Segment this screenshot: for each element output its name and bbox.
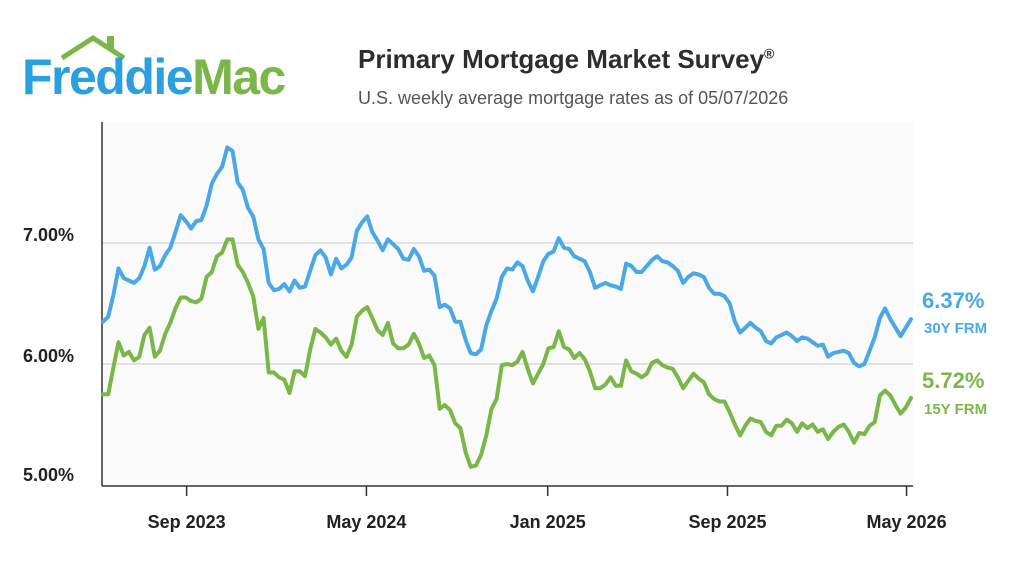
chart-subtitle: U.S. weekly average mortgage rates as of… [358,88,789,108]
x-tick-label: Sep 2025 [688,512,766,532]
logo-mac: Mac [192,49,286,105]
series-line-15y-frm [101,237,913,469]
x-tick-label: Jan 2025 [510,512,586,532]
house-roof-icon [60,35,126,60]
series-name-label: 15Y FRM [924,401,987,418]
chart-title-text: Primary Mortgage Market Survey [358,44,765,74]
series-name-label: 30Y FRM [924,320,987,337]
x-tick-label: May 2026 [867,512,947,532]
y-tick-label: 6.00% [23,346,74,366]
y-tick-label: 5.00% [23,465,74,485]
registered-mark: ® [764,45,775,62]
series-end-value: 5.72% [922,368,984,393]
x-tick-label: Sep 2023 [148,512,226,532]
series-line-30y-frm [101,145,913,369]
y-tick-label: 7.00% [23,225,74,245]
plot-area [102,122,913,486]
series-end-value: 6.37% [922,288,984,313]
x-tick-label: May 2024 [326,512,406,532]
logo-freddie: Freddie [22,49,194,105]
logo-wordmark: FreddieMac [22,49,286,105]
freddie-mac-logo: FreddieMac [22,34,332,114]
chart-title: Primary Mortgage Market Survey® [358,44,774,75]
